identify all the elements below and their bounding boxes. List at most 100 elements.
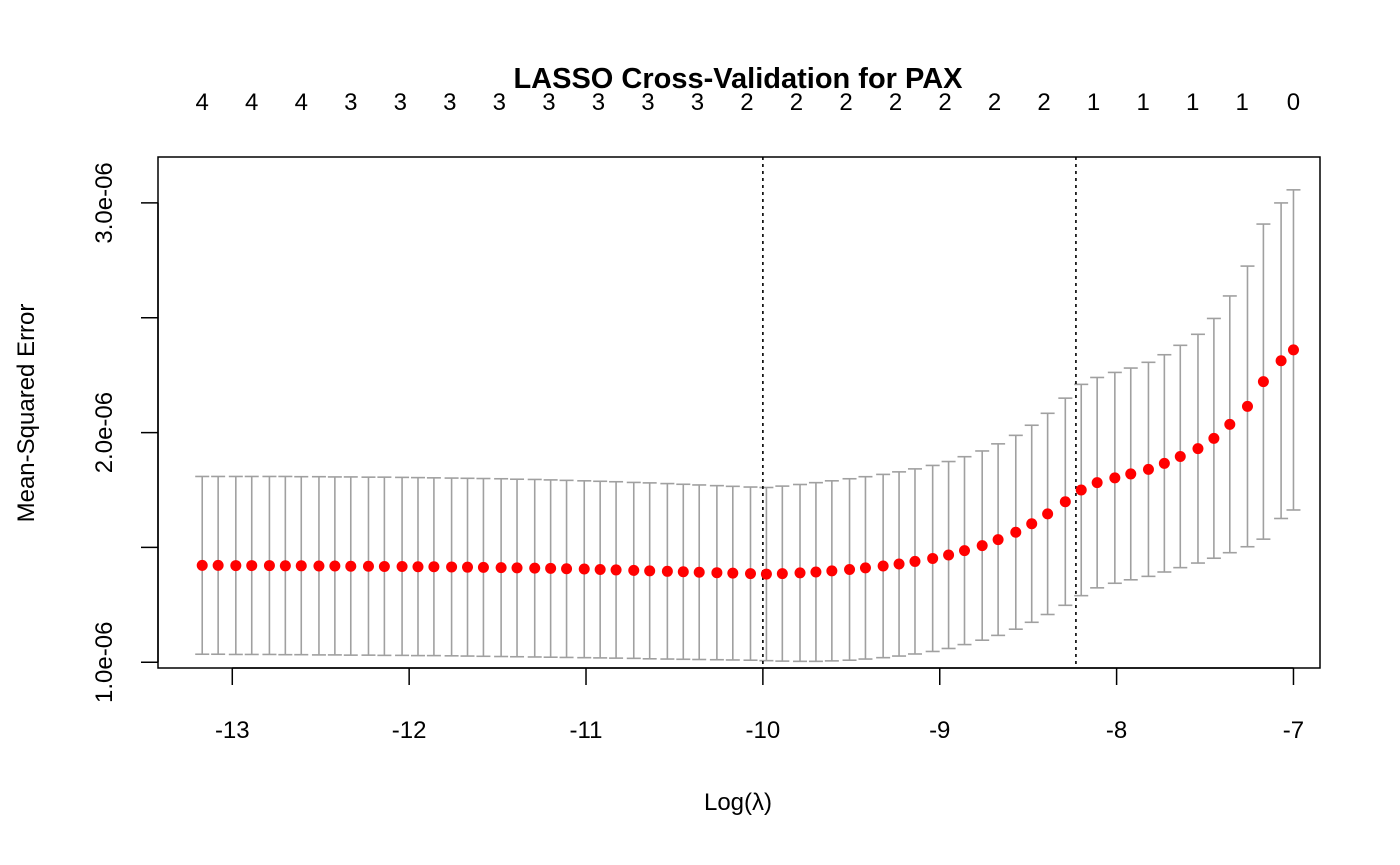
- mse-point: [610, 564, 622, 576]
- mse-point: [1125, 468, 1137, 480]
- mse-point: [378, 560, 390, 572]
- mse-point: [511, 562, 523, 574]
- mse-point: [529, 562, 541, 574]
- mse-point: [1192, 443, 1204, 455]
- mse-point: [462, 561, 474, 573]
- nonzero-count-label: 1: [1186, 89, 1199, 116]
- mse-point: [776, 568, 788, 580]
- nonzero-count-label: 2: [889, 89, 902, 116]
- mse-point: [230, 560, 242, 572]
- mse-point: [760, 568, 772, 580]
- nonzero-count-label: 3: [443, 89, 456, 116]
- nonzero-count-label: 0: [1287, 89, 1300, 116]
- mse-point: [1142, 463, 1154, 475]
- mse-point: [1287, 344, 1299, 356]
- mse-point: [1010, 526, 1022, 538]
- x-tick-label: -7: [1283, 717, 1304, 744]
- nonzero-count-label: 1: [1136, 89, 1149, 116]
- mse-point: [196, 559, 208, 571]
- mse-point: [495, 562, 507, 574]
- x-tick-label: -8: [1106, 717, 1127, 744]
- mse-point: [1257, 376, 1269, 388]
- nonzero-count-label: 3: [691, 89, 704, 116]
- mse-point: [578, 563, 590, 575]
- x-tick-label: -10: [746, 717, 781, 744]
- nonzero-count-label: 2: [839, 89, 852, 116]
- mse-point: [877, 560, 889, 572]
- x-axis-title: Log(λ): [704, 789, 772, 816]
- mse-point: [976, 540, 988, 552]
- y-tick-label: 2.0e-06: [91, 392, 118, 473]
- mse-point: [212, 559, 224, 571]
- nonzero-count-label: 3: [641, 89, 654, 116]
- mse-point: [279, 560, 291, 572]
- mse-point: [1109, 472, 1121, 484]
- mse-point: [1042, 508, 1054, 520]
- mse-point: [943, 549, 955, 561]
- mse-point: [661, 565, 673, 577]
- mse-point: [1275, 355, 1287, 367]
- nonzero-count-label: 3: [592, 89, 605, 116]
- mse-point: [1091, 477, 1103, 489]
- mse-point: [744, 568, 756, 580]
- nonzero-count-label: 4: [295, 89, 308, 116]
- y-tick-label: 1.0e-06: [91, 622, 118, 703]
- nonzero-count-label: 3: [394, 89, 407, 116]
- mse-point: [927, 552, 939, 564]
- mse-point: [329, 560, 341, 572]
- plot-frame: [157, 156, 1321, 669]
- mse-point: [727, 567, 739, 579]
- nonzero-count-label: 1: [1235, 89, 1248, 116]
- mse-point: [477, 561, 489, 573]
- nonzero-count-label: 2: [790, 89, 803, 116]
- nonzero-count-label: 2: [988, 89, 1001, 116]
- mse-point: [1224, 418, 1236, 430]
- mse-point: [677, 566, 689, 578]
- mse-point: [628, 564, 640, 576]
- nonzero-count-label: 3: [542, 89, 555, 116]
- nonzero-count-label: 2: [1037, 89, 1050, 116]
- mse-point: [859, 562, 871, 574]
- nonzero-count-label: 3: [493, 89, 506, 116]
- mse-point: [826, 565, 838, 577]
- y-axis-title: Mean-Squared Error: [13, 304, 40, 523]
- nonzero-count-label: 2: [938, 89, 951, 116]
- mse-point: [594, 563, 606, 575]
- mse-point: [1208, 432, 1220, 444]
- mse-point: [992, 534, 1004, 546]
- mse-point: [428, 561, 440, 573]
- mse-point: [693, 566, 705, 578]
- mse-point: [909, 555, 921, 567]
- x-tick-label: -12: [392, 717, 427, 744]
- mse-point: [1059, 496, 1071, 508]
- mse-point: [396, 560, 408, 572]
- lambda-lines: [762, 157, 1077, 668]
- mse-points: [196, 344, 1299, 580]
- top-axis: 4 4 4 3 3 3 3 3 3 3 3 2 2 2 2 2 2 2 1 1 1 1 0: [196, 89, 1301, 116]
- mse-point: [1158, 457, 1170, 469]
- mse-point: [1241, 400, 1253, 412]
- y-tick-label: 3.0e-06: [91, 162, 118, 243]
- mse-point: [345, 560, 357, 572]
- mse-point: [844, 563, 856, 575]
- mse-point: [446, 561, 458, 573]
- nonzero-count-label: 3: [344, 89, 357, 116]
- mse-point: [1075, 484, 1087, 496]
- nonzero-count-label: 1: [1087, 89, 1100, 116]
- mse-point: [246, 560, 258, 572]
- mse-point: [810, 566, 822, 578]
- mse-point: [313, 560, 325, 572]
- mse-point: [561, 563, 573, 575]
- x-tick-label: -11: [570, 717, 603, 744]
- nonzero-count-label: 4: [196, 89, 209, 116]
- mse-point: [893, 558, 905, 570]
- mse-point: [545, 562, 557, 574]
- mse-point: [1174, 450, 1186, 462]
- mse-point: [263, 560, 275, 572]
- mse-point: [412, 561, 424, 573]
- mse-point: [794, 567, 806, 579]
- x-tick-label: -9: [929, 717, 950, 744]
- mse-point: [959, 545, 971, 557]
- mse-point: [644, 565, 656, 577]
